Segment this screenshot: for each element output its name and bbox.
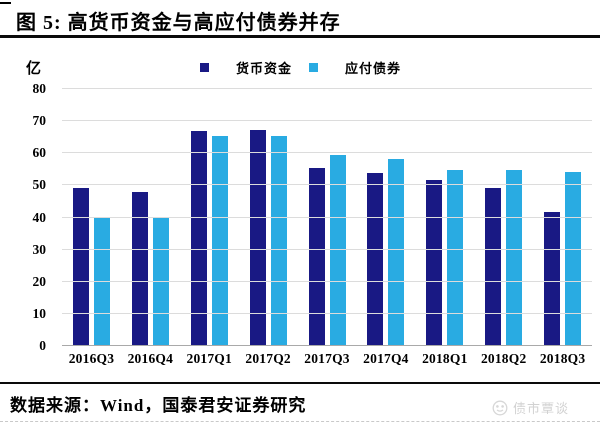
watermark-label: 债市覃谈 [513,401,570,416]
y-tick-label-30: 30 [32,241,47,257]
y-tick-label-40: 40 [32,209,47,225]
bar-应付债券-2017Q1 [211,136,228,345]
y-tick-label-70: 70 [32,113,47,129]
gridline-40 [62,216,592,218]
watermark: 债市覃谈 [492,398,569,417]
top-border-fragment [0,2,11,4]
gridline-30 [62,248,592,250]
legend-label: 货币资金 [236,61,293,76]
gridline-80 [62,88,592,89]
y-tick-label-60: 60 [32,145,47,161]
watermark-logo-icon [492,400,508,415]
bar-货币资金-2018Q1 [426,179,443,345]
y-axis-tick-labels: 0 10 20 30 40 50 60 70 80 [0,81,54,353]
figure-title: 图 5: 高货币资金与高应付债券并存 [16,12,341,34]
bar-group-2018Q1 [415,88,474,345]
bar-货币资金-2018Q3 [544,211,561,345]
legend-label: 应付债券 [345,61,402,76]
bottom-dashed-border [0,421,600,422]
gridline-50 [62,184,592,186]
bar-货币资金-2017Q4 [367,173,384,345]
bar-group-2017Q3 [298,88,357,345]
x-tick-label-2018Q1: 2018Q1 [422,351,468,366]
chart-legend: 货币资金 应付债券 [200,58,401,77]
bar-应付债券-2017Q4 [388,158,405,345]
y-tick-label-10: 10 [32,305,47,321]
bar-货币资金-2018Q2 [485,187,502,345]
bar-应付债券-2018Q3 [565,171,582,345]
y-tick-label-0: 0 [39,338,46,353]
legend-item-应付债券: 应付债券 [309,58,401,77]
gridline-60 [62,152,592,154]
x-tick-label-2017Q3: 2017Q3 [304,351,350,366]
bar-应付债券-2017Q3 [329,155,346,345]
bar-group-2017Q2 [239,88,298,345]
legend-swatch [200,63,209,72]
bar-货币资金-2017Q2 [249,129,266,345]
footer-divider [0,382,600,384]
y-tick-label-80: 80 [32,81,47,96]
bar-group-2018Q2 [474,88,533,345]
gridline-10 [62,312,592,314]
x-tick-label-2017Q1: 2017Q1 [186,351,232,366]
x-tick-label-2018Q3: 2018Q3 [539,351,586,366]
bar-货币资金-2017Q3 [308,168,325,345]
bar-货币资金-2016Q4 [131,192,148,345]
y-axis-unit-label: 亿 [26,61,42,77]
bar-chart-plot-area [62,88,592,346]
x-tick-label-2017Q4: 2017Q4 [363,351,409,366]
legend-item-货币资金: 货币资金 [200,58,292,77]
x-tick-label-2016Q3: 2016Q3 [68,351,115,366]
x-tick-label-2016Q4: 2016Q4 [127,351,174,366]
x-axis-line [62,345,592,346]
bar-应付债券-2018Q2 [506,169,523,345]
legend-swatch [309,63,319,72]
x-tick-label-2017Q2: 2017Q2 [245,351,291,366]
x-axis-tick-labels: 2016Q3 2016Q4 2017Q1 2017Q2 2017Q3 2017Q4 2018… [62,351,592,367]
bar-group-2017Q4 [356,88,415,345]
bar-应付债券-2018Q1 [447,169,464,345]
gridline-70 [62,120,592,122]
data-source-text: 数据来源：Wind，国泰君安证券研究 [10,396,307,415]
gridline-20 [62,280,592,282]
bar-货币资金-2016Q3 [72,187,89,345]
bar-应付债券-2017Q2 [270,136,287,345]
x-tick-label-2018Q2: 2018Q2 [480,351,527,366]
y-tick-label-50: 50 [32,177,47,193]
title-underline [0,35,600,38]
bar-group-2018Q3 [533,88,592,345]
y-tick-label-20: 20 [32,273,47,289]
